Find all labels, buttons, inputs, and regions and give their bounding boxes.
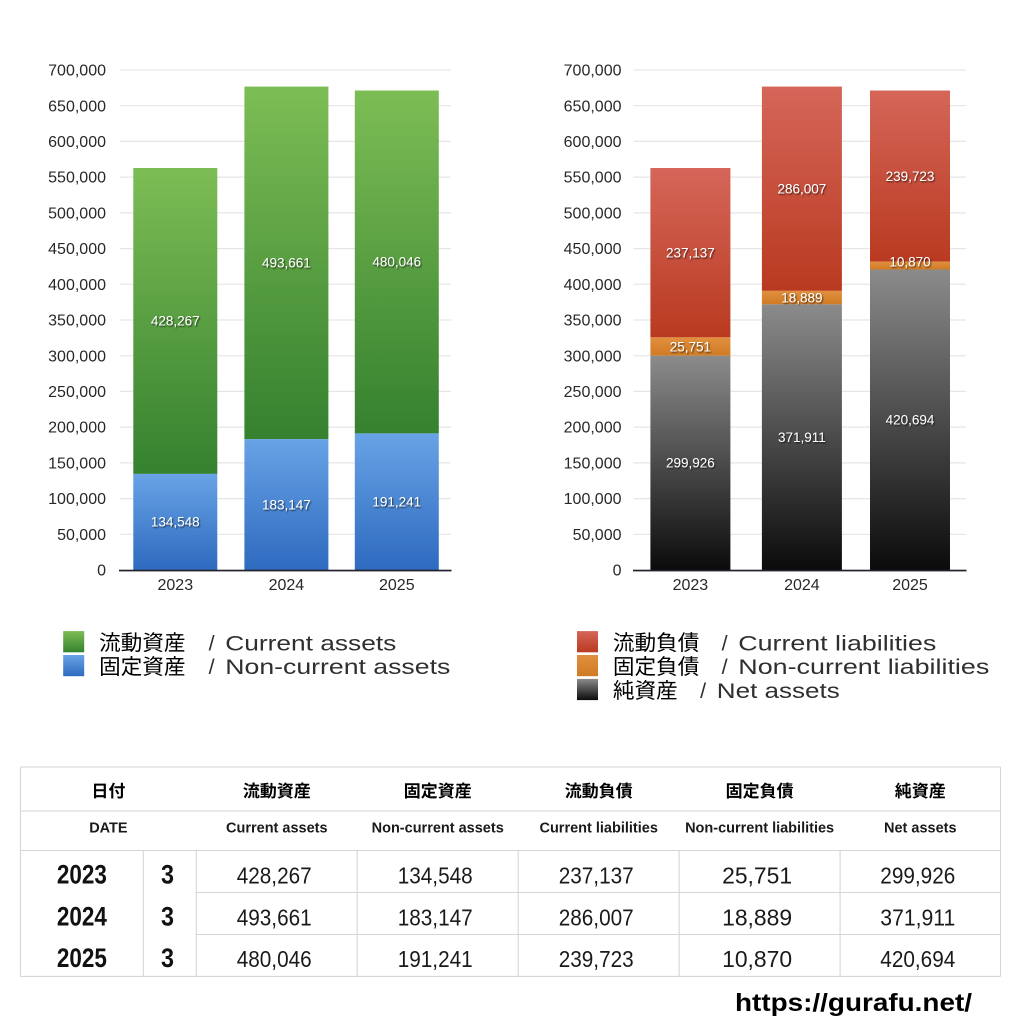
svg-text:/: / [209,631,215,655]
svg-text:420,694: 420,694 [880,946,955,972]
svg-text:350,000: 350,000 [564,313,622,330]
svg-text:2023: 2023 [57,860,107,890]
svg-text:299,926: 299,926 [666,456,715,471]
svg-text:200,000: 200,000 [564,420,622,437]
svg-text:/: / [209,655,215,679]
svg-text:Non-current assets: Non-current assets [372,821,504,837]
svg-text:Current assets: Current assets [225,631,396,655]
svg-text:2025: 2025 [892,577,928,594]
svg-text:371,911: 371,911 [880,905,955,931]
svg-text:300,000: 300,000 [48,348,106,365]
svg-text:100,000: 100,000 [48,491,106,508]
svg-text:50,000: 50,000 [57,527,106,544]
svg-text:18,889: 18,889 [781,290,822,305]
svg-text:450,000: 450,000 [48,241,106,258]
svg-text:350,000: 350,000 [48,313,106,330]
svg-text:2024: 2024 [57,902,107,932]
svg-text:420,694: 420,694 [886,413,935,428]
svg-text:650,000: 650,000 [48,98,106,115]
svg-text:134,548: 134,548 [151,515,200,530]
svg-text:10,870: 10,870 [722,946,792,972]
svg-text:Net assets: Net assets [717,679,840,703]
svg-text:300,000: 300,000 [564,348,622,365]
svg-text:191,241: 191,241 [372,494,421,509]
svg-text:550,000: 550,000 [48,170,106,187]
svg-text:480,046: 480,046 [372,255,421,270]
svg-text:18,889: 18,889 [722,905,792,931]
svg-text:183,147: 183,147 [398,905,473,931]
svg-text:650,000: 650,000 [564,98,622,115]
svg-text:400,000: 400,000 [564,277,622,294]
svg-text:450,000: 450,000 [564,241,622,258]
svg-text:2024: 2024 [269,577,305,594]
svg-text:550,000: 550,000 [564,170,622,187]
svg-text:https://gurafu.net/: https://gurafu.net/ [735,989,972,1017]
svg-text:150,000: 150,000 [564,456,622,473]
svg-text:480,046: 480,046 [237,946,312,972]
svg-text:250,000: 250,000 [564,384,622,401]
svg-text:700,000: 700,000 [564,63,622,80]
svg-text:25,751: 25,751 [670,339,711,354]
svg-text:2024: 2024 [784,577,820,594]
svg-text:3: 3 [161,902,174,932]
svg-text:493,661: 493,661 [262,256,311,271]
svg-text:50,000: 50,000 [573,527,622,544]
svg-text:/: / [722,631,728,655]
svg-text:428,267: 428,267 [151,314,200,329]
svg-text:286,007: 286,007 [777,181,826,196]
svg-text:2023: 2023 [673,577,709,594]
svg-text:600,000: 600,000 [48,134,106,151]
svg-text:286,007: 286,007 [559,905,634,931]
svg-text:2025: 2025 [57,943,107,973]
svg-text:371,911: 371,911 [778,430,826,445]
svg-text:237,137: 237,137 [559,863,634,889]
svg-text:Current liabilities: Current liabilities [539,821,657,837]
svg-text:10,870: 10,870 [889,255,930,270]
svg-text:/: / [722,655,728,679]
svg-text:500,000: 500,000 [564,206,622,223]
svg-text:3: 3 [161,860,174,890]
svg-text:600,000: 600,000 [564,134,622,151]
svg-text:150,000: 150,000 [48,456,106,473]
svg-text:/: / [700,679,706,703]
svg-text:100,000: 100,000 [564,491,622,508]
svg-text:134,548: 134,548 [398,863,473,889]
svg-text:183,147: 183,147 [262,497,311,512]
svg-text:239,723: 239,723 [886,169,935,184]
svg-text:299,926: 299,926 [880,863,955,889]
svg-text:2025: 2025 [379,577,415,594]
svg-text:25,751: 25,751 [722,863,792,889]
svg-text:400,000: 400,000 [48,277,106,294]
svg-text:0: 0 [97,563,106,580]
svg-text:191,241: 191,241 [398,946,473,972]
svg-text:428,267: 428,267 [237,863,312,889]
svg-text:3: 3 [161,943,174,973]
svg-text:200,000: 200,000 [48,420,106,437]
svg-text:250,000: 250,000 [48,384,106,401]
svg-text:Current assets: Current assets [226,821,328,837]
svg-text:500,000: 500,000 [48,206,106,223]
svg-text:0: 0 [613,563,622,580]
svg-text:Current liabilities: Current liabilities [738,631,936,655]
svg-text:239,723: 239,723 [559,946,634,972]
svg-text:Non-current liabilities: Non-current liabilities [685,821,834,837]
svg-text:2023: 2023 [158,577,194,594]
svg-text:237,137: 237,137 [666,245,715,260]
svg-text:Net assets: Net assets [884,821,957,837]
svg-text:DATE: DATE [89,821,128,837]
svg-text:700,000: 700,000 [48,63,106,80]
svg-text:Non-current assets: Non-current assets [225,655,450,679]
svg-text:493,661: 493,661 [237,905,312,931]
svg-text:Non-current liabilities: Non-current liabilities [738,655,989,679]
